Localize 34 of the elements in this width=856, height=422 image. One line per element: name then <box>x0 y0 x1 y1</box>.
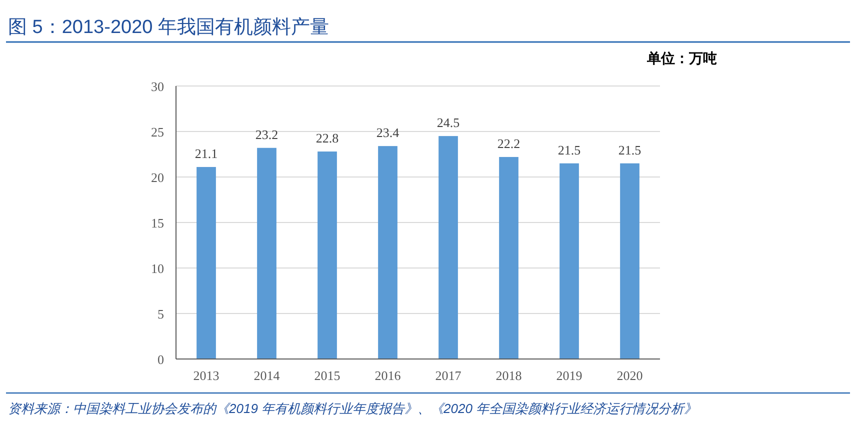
data-label: 23.4 <box>376 125 400 140</box>
x-tick-label: 2016 <box>374 368 402 383</box>
x-tick-label: 2019 <box>556 368 582 383</box>
data-label: 24.5 <box>436 115 460 130</box>
x-tick-label: 2015 <box>314 368 340 383</box>
text: 资料来源：中国染料工业协会发布的《2019 年有机颜料行业年度报告》、《2020 年全国染颜料行业经济运行情况分析》 <box>8 401 698 416</box>
bar <box>560 163 579 359</box>
data-label: 21.5 <box>618 142 642 158</box>
chart-title: 图 5：2013-2020 年我国有机颜料产量 <box>8 17 329 38</box>
x-tick-label: 2014 <box>254 368 280 383</box>
bar <box>257 148 276 359</box>
data-label: 21.1 <box>194 146 218 161</box>
data-label: 21.5 <box>558 142 581 158</box>
y-tick-label: 10 <box>151 261 164 276</box>
y-tick-label: 20 <box>151 170 164 185</box>
bar <box>318 152 337 359</box>
y-tick-label: 15 <box>151 216 164 230</box>
bar <box>499 156 518 359</box>
y-tick-label: 5 <box>158 306 164 322</box>
data-label: 23.2 <box>255 126 278 142</box>
bar <box>196 166 216 359</box>
bar <box>620 163 640 359</box>
bar <box>438 136 458 359</box>
y-tick-label: 30 <box>151 79 164 94</box>
data-label: 22.2 <box>497 136 520 151</box>
data-label: 22.8 <box>316 130 339 146</box>
x-tick-label: 2017 <box>435 368 462 383</box>
bar <box>378 146 398 359</box>
y-tick-label: 25 <box>151 124 164 140</box>
x-tick-label: 2020 <box>616 368 643 383</box>
x-tick-label: 2018 <box>496 368 522 383</box>
y-tick-label: 0 <box>158 352 164 367</box>
y-axis-title: 单位：万吨 <box>646 50 717 66</box>
x-tick-label: 2013 <box>193 368 220 383</box>
